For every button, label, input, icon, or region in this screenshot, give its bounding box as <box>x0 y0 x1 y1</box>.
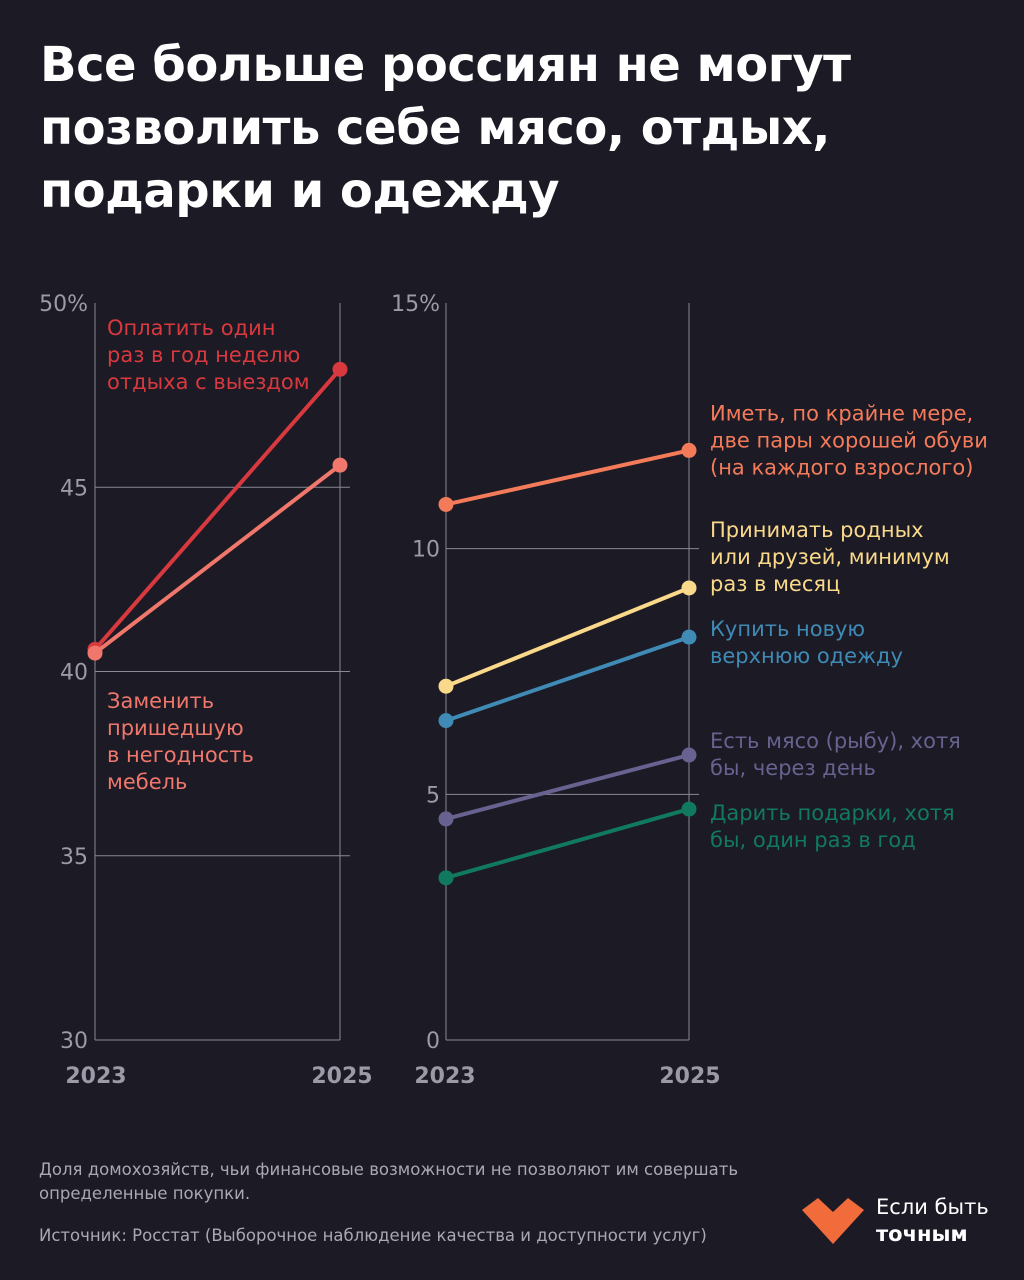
series-label: Принимать родных или друзей, минимум раз в… <box>710 518 950 596</box>
series-line <box>444 635 691 723</box>
chart-source: Источник: Росстат (Выборочное наблюдение… <box>39 1226 707 1245</box>
page-title: Все больше россиян не могут позволить се… <box>40 34 940 223</box>
series-4: Есть мясо (рыбу), хотя бы, через день <box>438 729 961 827</box>
y-tick-label: 50% <box>39 292 88 317</box>
data-point <box>87 645 103 661</box>
series-label-line: Дарить подарки, хотя <box>710 801 955 825</box>
series-label-line: или друзей, минимум <box>710 545 950 569</box>
x-tick-label: 2025 <box>311 1064 372 1089</box>
x-tick-label: 2023 <box>414 1064 475 1089</box>
y-tick-label: 10 <box>412 538 440 563</box>
data-point <box>438 496 454 512</box>
logo-shape-part <box>833 1198 864 1244</box>
logo-line-1: Если быть <box>876 1195 989 1219</box>
series-label: Заменить пришедшую в негодность мебель <box>107 689 254 794</box>
data-point <box>438 678 454 694</box>
series-label-line: Заменить <box>107 689 214 713</box>
data-point <box>681 629 697 645</box>
title-line-2: позволить себе мясо, отдых, <box>40 100 830 156</box>
series-label: Оплатить один раз в год неделю отдыха с вы… <box>107 316 310 394</box>
x-tick-label: 2025 <box>659 1064 720 1089</box>
y-tick-label: 15% <box>391 292 440 317</box>
series-line <box>444 448 691 507</box>
y-tick-label: 30 <box>60 1029 88 1054</box>
y-tick-label: 40 <box>60 661 88 686</box>
chart-panel-1: 50% 45 40 35 30 2023 2025 Оплатить один раз в го… <box>39 292 373 1089</box>
brand-logo[interactable]: Если быть точным <box>800 1192 1000 1252</box>
series-1: Оплатить один раз в год неделю отдыха с вы… <box>87 316 348 657</box>
data-point <box>681 442 697 458</box>
data-point <box>681 747 697 763</box>
charts-area: 50% 45 40 35 30 2023 2025 Оплатить один раз в го… <box>39 292 988 1089</box>
y-tick-label: 5 <box>426 783 440 808</box>
series-label-line: Иметь, по крайне мере, <box>710 401 973 425</box>
series-label-line: (на каждого взрослого) <box>710 455 973 479</box>
series-label-line: раз в месяц <box>710 572 840 596</box>
series-1: Иметь, по крайне мере, две пары хорошей о… <box>438 401 988 512</box>
series-3: Купить новую верхнюю одежду <box>438 617 903 729</box>
series-label: Дарить подарки, хотя бы, один раз в год <box>710 801 955 852</box>
data-point <box>681 580 697 596</box>
series-label-line: Есть мясо (рыбу), хотя <box>710 729 961 753</box>
y-tick-label: 0 <box>426 1029 440 1054</box>
series-line <box>93 367 342 652</box>
data-point <box>332 361 348 377</box>
series-line <box>444 753 691 821</box>
data-point <box>681 801 697 817</box>
series-label-line: верхнюю одежду <box>710 644 903 668</box>
series-label-line: Купить новую <box>710 617 865 641</box>
series-label-line: отдыха с выездом <box>107 370 310 394</box>
data-point <box>438 811 454 827</box>
series-label-line: бы, через день <box>710 756 876 780</box>
logo-shape-part <box>802 1198 833 1244</box>
chart-panel-2: 15% 10 5 0 2023 2025 Иметь, по крайне мере, две… <box>391 292 988 1089</box>
series-label-line: мебель <box>107 770 187 794</box>
series-label-line: Оплатить один <box>107 316 275 340</box>
series-line <box>444 585 691 689</box>
x-tick-label: 2023 <box>65 1064 126 1089</box>
series-label: Иметь, по крайне мере, две пары хорошей о… <box>710 401 988 479</box>
series-line <box>444 807 691 880</box>
series-5: Дарить подарки, хотя бы, один раз в год <box>438 801 955 886</box>
heart-logo-icon <box>802 1198 864 1244</box>
data-point <box>438 713 454 729</box>
y-tick-label: 45 <box>60 476 88 501</box>
series-label-line: бы, один раз в год <box>710 828 916 852</box>
series-label-line: две пары хорошей обуви <box>710 428 988 452</box>
series-label: Купить новую верхнюю одежду <box>710 617 903 668</box>
series-label-line: раз в год неделю <box>107 343 300 367</box>
series-2: Заменить пришедшую в негодность мебель <box>87 457 348 794</box>
title-line-1: Все больше россиян не могут <box>40 37 851 93</box>
chart-footnote: Доля домохозяйств, чьи финансовые возмож… <box>39 1160 739 1203</box>
title-line-3: подарки и одежду <box>40 163 560 219</box>
data-point <box>332 457 348 473</box>
series-label-line: в негодность <box>107 743 254 767</box>
series-label: Есть мясо (рыбу), хотя бы, через день <box>710 729 961 780</box>
y-tick-label: 35 <box>60 845 88 870</box>
data-point <box>438 870 454 886</box>
series-label-line: пришедшую <box>107 716 244 740</box>
series-label-line: Принимать родных <box>710 518 924 542</box>
logo-line-2: точным <box>876 1222 968 1246</box>
series-2: Принимать родных или друзей, минимум раз в… <box>438 518 950 694</box>
series-line <box>93 463 342 656</box>
